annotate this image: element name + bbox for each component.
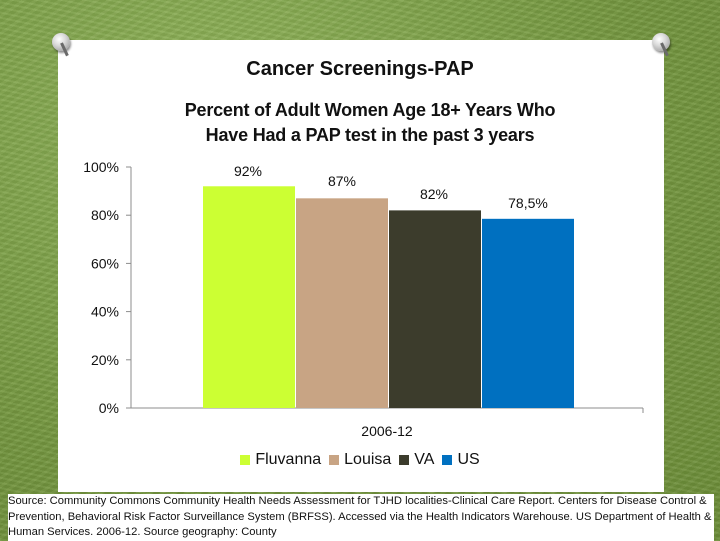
legend-item-fluvanna: Fluvanna	[240, 451, 321, 469]
legend-item-louisa: Louisa	[329, 451, 391, 469]
x-category-label: 2006-12	[361, 423, 413, 439]
bar-us	[482, 218, 574, 408]
bar-louisa	[296, 198, 388, 408]
pushpin-icon	[52, 33, 70, 51]
data-label: 82%	[420, 186, 448, 202]
legend-swatch	[329, 455, 340, 465]
y-tick-label: 80%	[91, 207, 119, 223]
legend-label: Louisa	[344, 451, 392, 468]
y-tick-label: 0%	[99, 400, 119, 416]
source-note: Source: Community Commons Community Heal…	[8, 494, 714, 541]
legend-swatch	[240, 455, 251, 465]
bar-fluvanna	[203, 186, 295, 408]
y-tick-label: 40%	[91, 304, 119, 320]
y-tick-label: 100%	[83, 159, 119, 175]
legend-label: Fluvanna	[255, 451, 322, 468]
chart-title-line-1: Percent of Adult Women Age 18+ Years Who	[184, 100, 556, 120]
legend-item-va: VA	[399, 451, 434, 469]
y-tick-label: 20%	[91, 352, 119, 368]
bar-va	[389, 210, 481, 408]
data-label: 92%	[234, 163, 262, 179]
chart-title: Percent of Adult Women Age 18+ Years Who…	[110, 98, 630, 148]
y-tick-label: 60%	[91, 255, 119, 271]
legend-item-us: US	[442, 451, 480, 469]
legend-label: US	[457, 451, 480, 468]
data-label: 87%	[328, 173, 356, 189]
chart-legend: Fluvanna Louisa VA US	[0, 451, 720, 469]
data-label: 78,5%	[508, 195, 548, 211]
legend-swatch	[399, 455, 410, 465]
pushpin-icon	[652, 33, 670, 51]
chart-title-line-2: Have Had a PAP test in the past 3 years	[205, 125, 535, 145]
legend-label: VA	[414, 451, 435, 468]
slide-title: Cancer Screenings-PAP	[246, 58, 474, 80]
legend-swatch	[442, 455, 453, 465]
